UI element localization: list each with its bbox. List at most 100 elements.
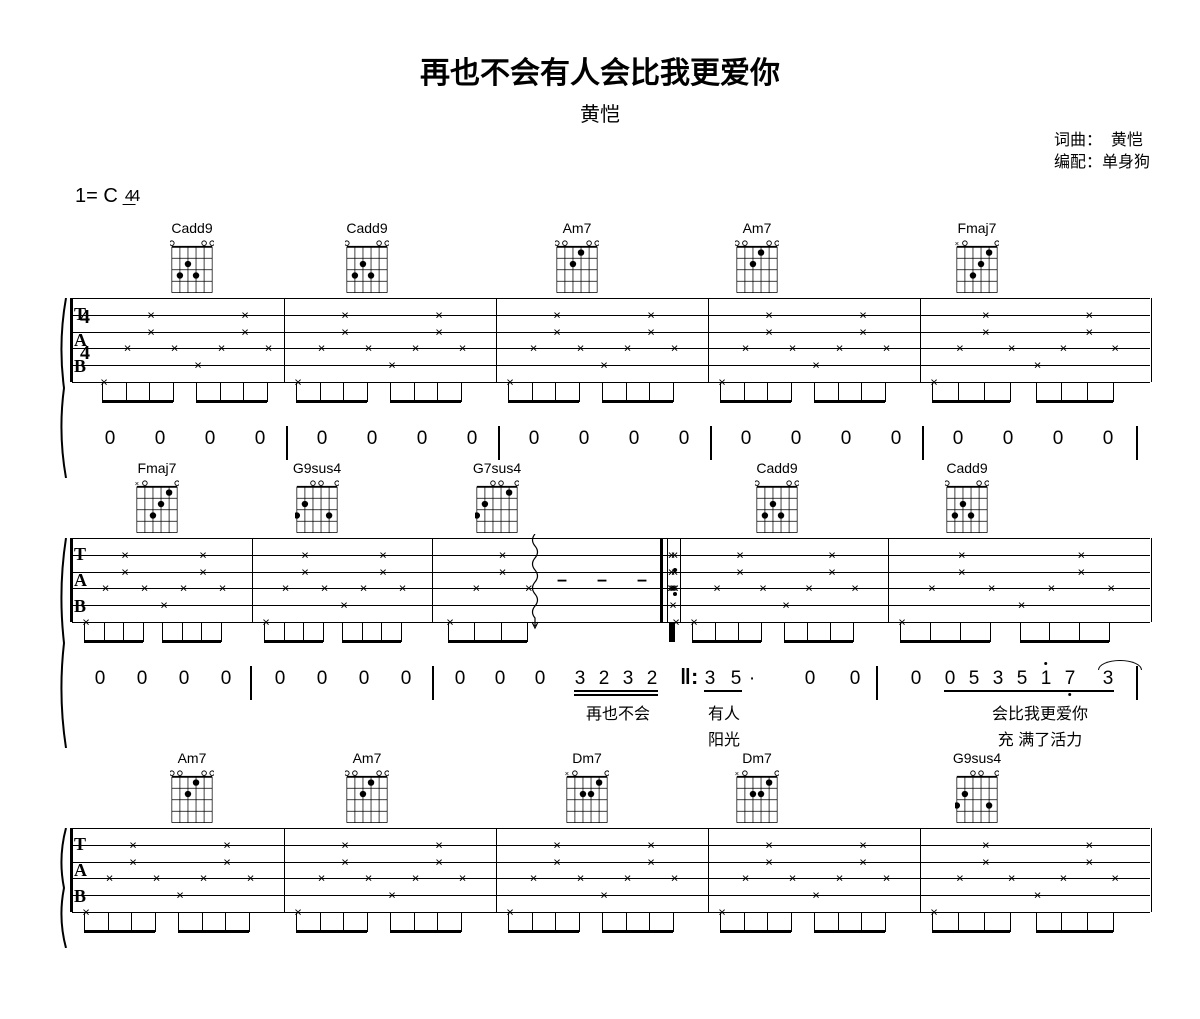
lyric-text: 再也不会	[586, 700, 650, 724]
tab-note: ×	[982, 307, 990, 322]
svg-text:×: ×	[135, 479, 139, 488]
tab-note: ×	[412, 341, 420, 356]
tab-note: ×	[828, 564, 836, 579]
tab-note: ×	[742, 871, 750, 886]
tab-note: ×	[379, 547, 387, 562]
tab-note: ×	[812, 888, 820, 903]
tab-note: ×	[388, 888, 396, 903]
tab-note: ×	[365, 871, 373, 886]
tab-note: ×	[742, 341, 750, 356]
tab-note: ×	[624, 341, 632, 356]
lyric-text: 阳光	[708, 726, 740, 750]
numeric-note: 5	[969, 668, 980, 690]
tab-note: ×	[435, 837, 443, 852]
tab-note: ×	[218, 341, 226, 356]
chord-diagram: Dm7×	[560, 750, 614, 818]
chord-diagram: Cadd9	[940, 460, 994, 528]
chord-name: Cadd9	[165, 220, 219, 236]
tab-note: ×	[805, 581, 813, 596]
chord-diagram: Fmaj7×	[130, 460, 184, 528]
tab-timesig-num: 4	[80, 306, 90, 329]
numeric-barline	[250, 666, 252, 700]
numeric-barline	[1136, 426, 1138, 460]
numeric-barline	[1136, 666, 1138, 700]
numeric-note: 0	[535, 668, 546, 690]
tab-note: ×	[301, 564, 309, 579]
tab-note: ×	[1008, 871, 1016, 886]
tab-note: ×	[883, 871, 891, 886]
chord-diagram: G9sus4	[950, 750, 1004, 818]
tab-note: ×	[789, 341, 797, 356]
rest-dash: –	[637, 570, 647, 591]
tab-note: ×	[194, 358, 202, 373]
tab-note: ×	[199, 564, 207, 579]
tab-note: ×	[553, 307, 561, 322]
chord-name: G7sus4	[470, 460, 524, 476]
rest-dash: –	[557, 570, 567, 591]
system-2: Fmaj7×G9sus4G7sus4Cadd9Cadd9 T A B ×××××…	[70, 460, 1150, 750]
system-1: Cadd9Cadd9Am7Am7Fmaj7× T A B 4 4 ×××××××…	[70, 220, 1150, 458]
chord-name: Am7	[165, 750, 219, 766]
lyric-text: 会比我更爱你	[992, 700, 1088, 724]
tab-note: ×	[836, 871, 844, 886]
numeric-note: 0	[417, 428, 428, 450]
tab-note: ×	[472, 581, 480, 596]
chord-diagram: Am7	[165, 750, 219, 818]
tab-note: ×	[671, 341, 679, 356]
tab-note: ×	[321, 581, 329, 596]
tab-note: ×	[668, 564, 676, 579]
svg-text:×: ×	[565, 769, 569, 778]
numeric-note: 0	[629, 428, 640, 450]
tab-note: ×	[129, 854, 137, 869]
tab-note: ×	[647, 307, 655, 322]
numeric-barline	[286, 426, 288, 460]
tab-note: ×	[176, 888, 184, 903]
numeric-note: 0	[467, 428, 478, 450]
tab-note: ×	[1018, 598, 1026, 613]
numeric-note: 0	[679, 428, 690, 450]
tab-note: ×	[958, 547, 966, 562]
lyrics-credit-value: 黄恺	[1111, 132, 1143, 149]
numeric-note: 0	[841, 428, 852, 450]
tab-note: ×	[199, 547, 207, 562]
numeric-barline	[432, 666, 434, 700]
tab-note: ×	[765, 324, 773, 339]
tab-note: ×	[241, 307, 249, 322]
numeric-barline	[922, 426, 924, 460]
numeric-note: 0	[791, 428, 802, 450]
tab-note: ×	[1034, 888, 1042, 903]
numeric-note: 0	[317, 668, 328, 690]
tab-clef: T A B	[70, 828, 94, 912]
tab-note: ×	[341, 324, 349, 339]
tab-note: ×	[828, 547, 836, 562]
repeat-start: ‖:	[680, 664, 698, 690]
tab-note: ×	[600, 358, 608, 373]
tab-note: ×	[141, 581, 149, 596]
tab-note: ×	[859, 324, 867, 339]
numeric-barline	[876, 666, 878, 700]
tie	[1098, 660, 1142, 670]
tab-note: ×	[859, 854, 867, 869]
numeric-note: 0	[1053, 428, 1064, 450]
tab-note: ×	[836, 341, 844, 356]
tab-note: ×	[1085, 307, 1093, 322]
tab-note: ×	[647, 324, 655, 339]
numeric-note: 0	[805, 668, 816, 690]
chord-diagram: Fmaj7×	[950, 220, 1004, 288]
tab-note: ×	[667, 581, 675, 596]
tab-note: ×	[459, 341, 467, 356]
numeric-note: 5	[731, 668, 742, 690]
lyric-text: 有人	[708, 700, 740, 724]
tab-note: ×	[147, 324, 155, 339]
numeric-note: 3	[1103, 668, 1114, 690]
numeric-note: 0	[137, 668, 148, 690]
tab-note: ×	[736, 564, 744, 579]
tab-note: ×	[318, 871, 326, 886]
chord-diagram: Am7	[730, 220, 784, 288]
credits-block: 词曲： 黄恺 编配：单身狗	[1054, 130, 1150, 174]
tab-note: ×	[530, 871, 538, 886]
tab-note: ×	[1060, 341, 1068, 356]
tab-note: ×	[789, 871, 797, 886]
tab-note: ×	[1085, 324, 1093, 339]
tab-note: ×	[365, 341, 373, 356]
